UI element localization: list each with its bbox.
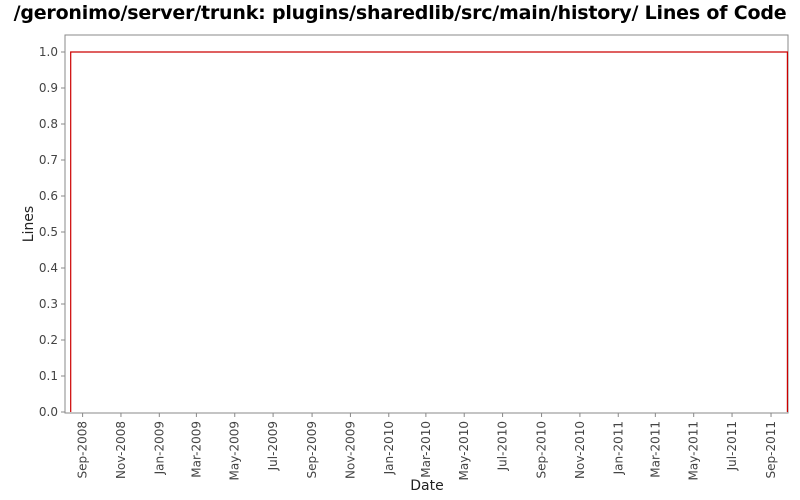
y-tick-label: 0.1 (39, 369, 58, 383)
y-tick-label: 0.8 (39, 117, 58, 131)
x-axis-label: Date (410, 478, 443, 494)
y-tick-label: 0.4 (39, 261, 58, 275)
plot-area (64, 34, 789, 414)
chart-title: /geronimo/server/trunk: plugins/sharedli… (13, 2, 787, 24)
y-tick-label: 1.0 (39, 45, 58, 59)
x-tick-label: May-2009 (228, 421, 242, 480)
x-tick-label: May-2010 (457, 421, 471, 480)
x-tick-label: Jan-2011 (611, 421, 625, 475)
x-tick-label: Mar-2009 (189, 421, 203, 478)
x-tick-label: Sep-2010 (535, 421, 549, 479)
x-tick-label: Mar-2011 (648, 421, 662, 478)
y-tick-label: 0.6 (39, 189, 58, 203)
x-tick-label: Nov-2009 (343, 421, 357, 479)
x-tick-label: Nov-2010 (573, 421, 587, 479)
x-tick-label: Sep-2009 (305, 421, 319, 479)
y-tick-label: 0.9 (39, 81, 58, 95)
x-axis: Sep-2008 Nov-2008 Jan-2009 Mar-2009 May-2009… (76, 413, 778, 480)
x-tick-label: Mar-2010 (419, 421, 433, 478)
x-tick-label: Jul-2009 (266, 421, 280, 471)
x-tick-label: Jan-2009 (152, 421, 166, 475)
x-tick-label: Jul-2011 (725, 421, 739, 471)
y-tick-label: 0.3 (39, 297, 58, 311)
series-layer (70, 51, 789, 412)
x-tick-label: Jan-2010 (382, 421, 396, 475)
y-tick-label: 0.5 (39, 225, 58, 239)
series-line (70, 51, 789, 412)
y-tick-label: 0.0 (39, 405, 58, 419)
y-axis-label: Lines (21, 206, 37, 242)
x-tick-label: Sep-2008 (76, 421, 90, 479)
x-tick-label: Jul-2010 (496, 421, 510, 471)
y-tick-label: 0.2 (39, 333, 58, 347)
y-axis: 0.0 0.1 0.2 0.3 0.4 0.5 0.6 0.7 0.8 0.9 1.0 (39, 45, 65, 419)
x-tick-label: Nov-2008 (114, 421, 128, 479)
x-tick-label: May-2011 (687, 421, 701, 480)
y-tick-label: 0.7 (39, 153, 58, 167)
x-tick-label: Sep-2011 (764, 421, 778, 479)
